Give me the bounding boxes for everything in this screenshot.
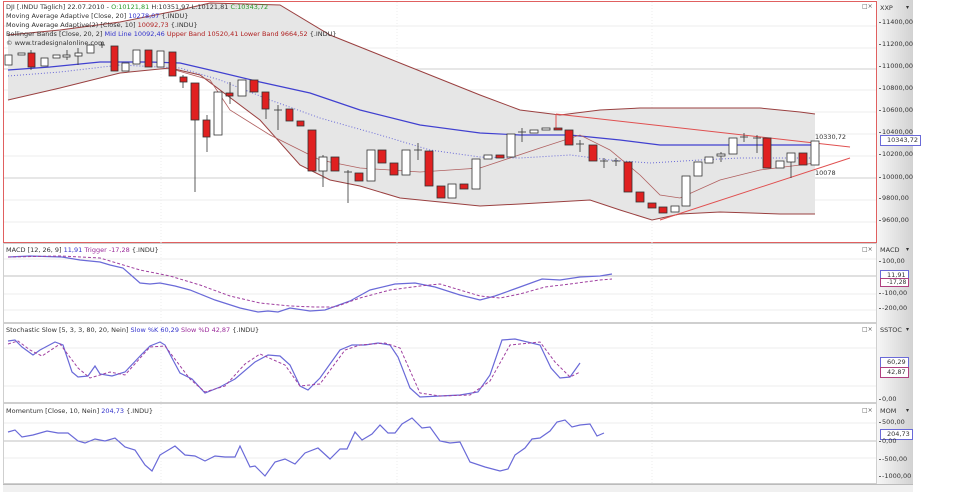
ma10-suffix: {.INDU} [170, 21, 198, 29]
current-price-marker: 10343,72 [880, 135, 922, 146]
tick: -1000,00 [878, 472, 912, 480]
mom-scale-menu-icon[interactable]: ▾ [906, 407, 910, 414]
stoch-suffix: {.INDU} [232, 326, 260, 334]
macd-legend[interactable]: MACD [12, 26, 9] 11,91 Trigger -17,28 {.… [6, 246, 159, 255]
maximize-icon[interactable]: □ [862, 246, 868, 253]
momentum-legend[interactable]: Momentum [Close, 10, Nein] 204,73 {.INDU… [6, 407, 153, 416]
close-value: C:10343,72 [230, 3, 269, 11]
bollinger-band-fill [8, 3, 815, 220]
tick: 500,00 [879, 418, 905, 426]
mom-scale-title: MOM [880, 407, 897, 415]
macd-pane[interactable] [3, 243, 877, 323]
high-value: H:10351,97 [151, 3, 190, 11]
trigger-marker: -17,28 [880, 278, 910, 287]
tick: 10200,00 [878, 150, 914, 158]
stoch-k: Slow %K 60,29 [130, 326, 179, 334]
candlesticks [4, 42, 820, 214]
main-scale-menu-icon[interactable]: ▾ [906, 4, 910, 11]
ma20-value: 10278,07 [128, 12, 160, 20]
tick: 10800,00 [878, 84, 914, 92]
slow-d-marker: 42,87 [880, 367, 909, 378]
maximize-icon[interactable]: □ [862, 326, 868, 333]
stochastic-pane[interactable] [3, 323, 877, 403]
macd-line [7, 255, 613, 313]
low-value: L:10121,81 [191, 3, 229, 11]
open-value: O:10121,81 [111, 3, 150, 11]
maximize-icon[interactable]: □ [862, 3, 868, 10]
main-scale-title: XXP [880, 4, 893, 12]
tick: 11400,00 [878, 18, 914, 26]
mom-suffix: {.INDU} [126, 407, 153, 415]
macd-value: 11,91 [63, 246, 83, 254]
macd-label: MACD [12, 26, 9] [6, 246, 62, 254]
tick: 10400,00 [878, 128, 914, 136]
ma10-legend[interactable]: Moving Average Adaptive(2) [Close, 10] 1… [6, 21, 198, 30]
stoch-pane-controls[interactable]: □× [862, 326, 873, 333]
mom-pane-controls[interactable]: □× [862, 407, 873, 414]
maximize-icon[interactable]: □ [862, 407, 868, 414]
bollinger-label: Bollinger Bands [Close, 20, 2] [6, 30, 103, 38]
ma20-label: Moving Average Adaptive [Close, 20] [6, 12, 127, 20]
tick: 0,00 [878, 395, 897, 403]
tick: 11200,00 [878, 40, 914, 48]
close-icon[interactable]: × [867, 407, 873, 414]
bollinger-legend[interactable]: Bollinger Bands [Close, 20, 2] Mid Line … [6, 30, 337, 39]
tick: 10600,00 [878, 106, 914, 114]
price-scale-area[interactable] [877, 0, 913, 491]
macd-scale-menu-icon[interactable]: ▾ [906, 246, 910, 253]
bollinger-mid: Mid Line 10092,46 [104, 30, 165, 38]
tick: -500,00 [878, 455, 908, 463]
ma20-legend[interactable]: Moving Average Adaptive [Close, 20] 1027… [6, 12, 188, 21]
close-icon[interactable]: × [867, 246, 873, 253]
tick: -200,00 [878, 304, 908, 312]
ma20-suffix: {.INDU} [161, 12, 189, 20]
symbol-legend: DJI [.INDU Täglich] 22.07.2010 - O:10121… [6, 3, 268, 12]
mom-label: Momentum [Close, 10, Nein] [6, 407, 100, 415]
time-axis[interactable] [3, 484, 913, 492]
tick: -100,00 [878, 289, 908, 297]
momentum-marker: 204,73 [880, 429, 913, 440]
slow-d-line [7, 340, 581, 397]
macd-pane-controls[interactable]: □× [862, 246, 873, 253]
momentum-line [7, 417, 605, 477]
support-annotation: 10078 [815, 169, 836, 177]
symbol-label: DJI [.INDU Täglich] 22.07.2010 - [6, 3, 109, 11]
macd-suffix: {.INDU} [131, 246, 159, 254]
bollinger-lower: Lower Band 9664,52 [240, 30, 308, 38]
stochastic-legend[interactable]: Stochastic Slow [5, 3, 3, 80, 20, Nein] … [6, 326, 259, 335]
tick: 9800,00 [879, 194, 909, 202]
ma10-value: 10092,73 [137, 21, 169, 29]
macd-trigger: Trigger -17,28 [84, 246, 130, 254]
stoch-scale-title: SSTOC [880, 326, 902, 334]
stoch-d: Slow %D 42,87 [181, 326, 231, 334]
close-icon[interactable]: × [867, 326, 873, 333]
momentum-pane[interactable] [3, 403, 877, 484]
bollinger-upper: Upper Band 10520,41 [166, 30, 239, 38]
macd-scale-title: MACD [880, 246, 900, 254]
ma10-label: Moving Average Adaptive(2) [Close, 10] [6, 21, 136, 29]
trigger-line [7, 255, 613, 308]
copyright: © www.tradesignalonline.com [6, 39, 105, 47]
resistance-annotation: 10330,72 [815, 133, 847, 141]
mom-value: 204,73 [101, 407, 125, 415]
tick: 10000,00 [878, 173, 914, 181]
stoch-label: Stochastic Slow [5, 3, 3, 80, 20, Nein] [6, 326, 129, 334]
main-pane-controls[interactable]: □× [862, 3, 873, 10]
tick: 11000,00 [878, 62, 914, 70]
tick: 100,00 [879, 257, 905, 265]
slow-k-line [7, 338, 581, 398]
bollinger-suffix: {.INDU} [309, 30, 337, 38]
tick: 0,00 [878, 437, 897, 445]
tick: 9600,00 [879, 216, 909, 224]
close-icon[interactable]: × [867, 3, 873, 10]
stoch-scale-menu-icon[interactable]: ▾ [906, 326, 910, 333]
